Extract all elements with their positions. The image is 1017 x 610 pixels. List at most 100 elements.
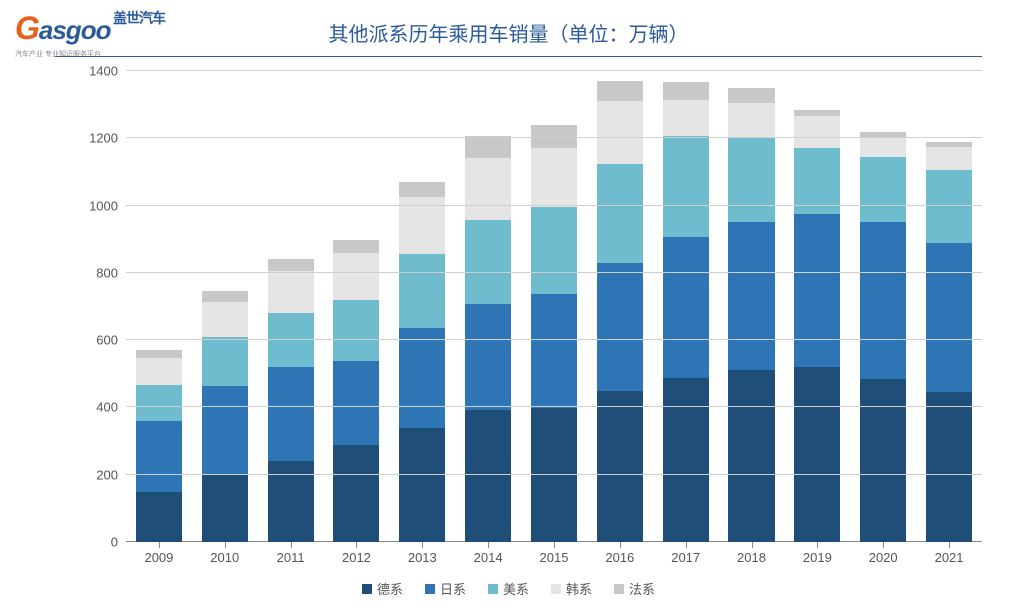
bar-segment [268, 271, 314, 313]
x-tick-label: 2015 [540, 550, 569, 565]
bar-slot: 2019 [784, 71, 850, 542]
bar-segment [860, 137, 906, 157]
gridline [126, 137, 982, 138]
gridline [126, 70, 982, 71]
bar-segment [728, 137, 774, 223]
y-tick-label: 0 [111, 535, 118, 550]
bar-segment [202, 475, 248, 542]
x-tick [422, 542, 423, 548]
bar-segment [399, 328, 445, 427]
bar-segment [597, 101, 643, 163]
bar-segment [399, 254, 445, 328]
bar-segment [860, 379, 906, 542]
bar-segment [926, 243, 972, 393]
bar-segment [794, 110, 840, 117]
plot-area: 2009201020112012201320142015201620172018… [126, 71, 982, 542]
y-tick-label: 800 [96, 265, 118, 280]
x-tick [686, 542, 687, 548]
bar-segment [597, 164, 643, 263]
bars-row: 2009201020112012201320142015201620172018… [126, 71, 982, 542]
gridline [126, 272, 982, 273]
bar-segment [268, 313, 314, 367]
x-tick [620, 542, 621, 548]
bar-segment [136, 492, 182, 542]
bar-segment [728, 103, 774, 137]
bar-segment [663, 378, 709, 542]
gridline [126, 406, 982, 407]
legend-swatch [488, 584, 498, 594]
x-tick [752, 542, 753, 548]
bar-segment [465, 158, 511, 220]
legend-item: 美系 [488, 579, 529, 598]
bar-segment [926, 170, 972, 242]
bar-segment [531, 408, 577, 542]
legend-swatch [425, 584, 435, 594]
bar-segment [136, 385, 182, 421]
bar-slot: 2016 [587, 71, 653, 542]
x-tick [488, 542, 489, 548]
bar-segment [531, 148, 577, 207]
bar-segment [860, 222, 906, 378]
bar-segment [663, 136, 709, 237]
stacked-bar [926, 142, 972, 542]
legend-label: 韩系 [566, 579, 592, 598]
legend-item: 法系 [614, 579, 655, 598]
x-tick [554, 542, 555, 548]
bar-segment [399, 182, 445, 197]
stacked-bar [202, 291, 248, 542]
bar-segment [202, 302, 248, 337]
bar-segment [794, 214, 840, 367]
bar-slot: 2020 [850, 71, 916, 542]
legend-item: 韩系 [551, 579, 592, 598]
y-tick-label: 1400 [89, 64, 118, 79]
legend-item: 德系 [362, 579, 403, 598]
x-tick [291, 542, 292, 548]
bar-segment [728, 370, 774, 542]
stacked-bar [860, 132, 906, 542]
bar-segment [926, 392, 972, 542]
bar-segment [465, 136, 511, 158]
x-tick [159, 542, 160, 548]
bar-segment [531, 294, 577, 408]
stacked-bar [333, 240, 379, 542]
legend-swatch [551, 584, 561, 594]
legend: 德系 日系 美系 韩系 法系 [0, 579, 1017, 598]
bar-segment [663, 82, 709, 101]
bar-segment [860, 157, 906, 223]
bar-segment [465, 304, 511, 410]
bar-segment [794, 116, 840, 148]
title-underline [55, 56, 982, 57]
bar-slot: 2012 [324, 71, 390, 542]
gridline [126, 205, 982, 206]
bar-segment [794, 367, 840, 542]
logo-tagline: 汽车产业 专业知识服务平台 [15, 49, 155, 59]
bar-slot: 2009 [126, 71, 192, 542]
bar-slot: 2014 [455, 71, 521, 542]
bar-segment [531, 207, 577, 294]
bar-segment [202, 337, 248, 386]
x-tick-label: 2016 [605, 550, 634, 565]
legend-label: 德系 [377, 579, 403, 598]
bar-segment [663, 237, 709, 378]
y-tick-label: 1200 [89, 131, 118, 146]
bar-segment [597, 263, 643, 391]
y-tick-label: 600 [96, 333, 118, 348]
x-tick [817, 542, 818, 548]
bar-slot: 2021 [916, 71, 982, 542]
bar-slot: 2010 [192, 71, 258, 542]
bar-slot: 2018 [719, 71, 785, 542]
legend-swatch [614, 584, 624, 594]
x-tick-label: 2012 [342, 550, 371, 565]
bar-segment [136, 350, 182, 358]
bar-segment [728, 222, 774, 370]
bar-segment [333, 253, 379, 300]
y-tick-label: 200 [96, 467, 118, 482]
y-tick-label: 1000 [89, 198, 118, 213]
legend-label: 法系 [629, 579, 655, 598]
x-tick-label: 2010 [210, 550, 239, 565]
legend-item: 日系 [425, 579, 466, 598]
bar-segment [268, 259, 314, 271]
x-tick-label: 2021 [935, 550, 964, 565]
stacked-bar [136, 350, 182, 542]
y-tick-label: 400 [96, 400, 118, 415]
